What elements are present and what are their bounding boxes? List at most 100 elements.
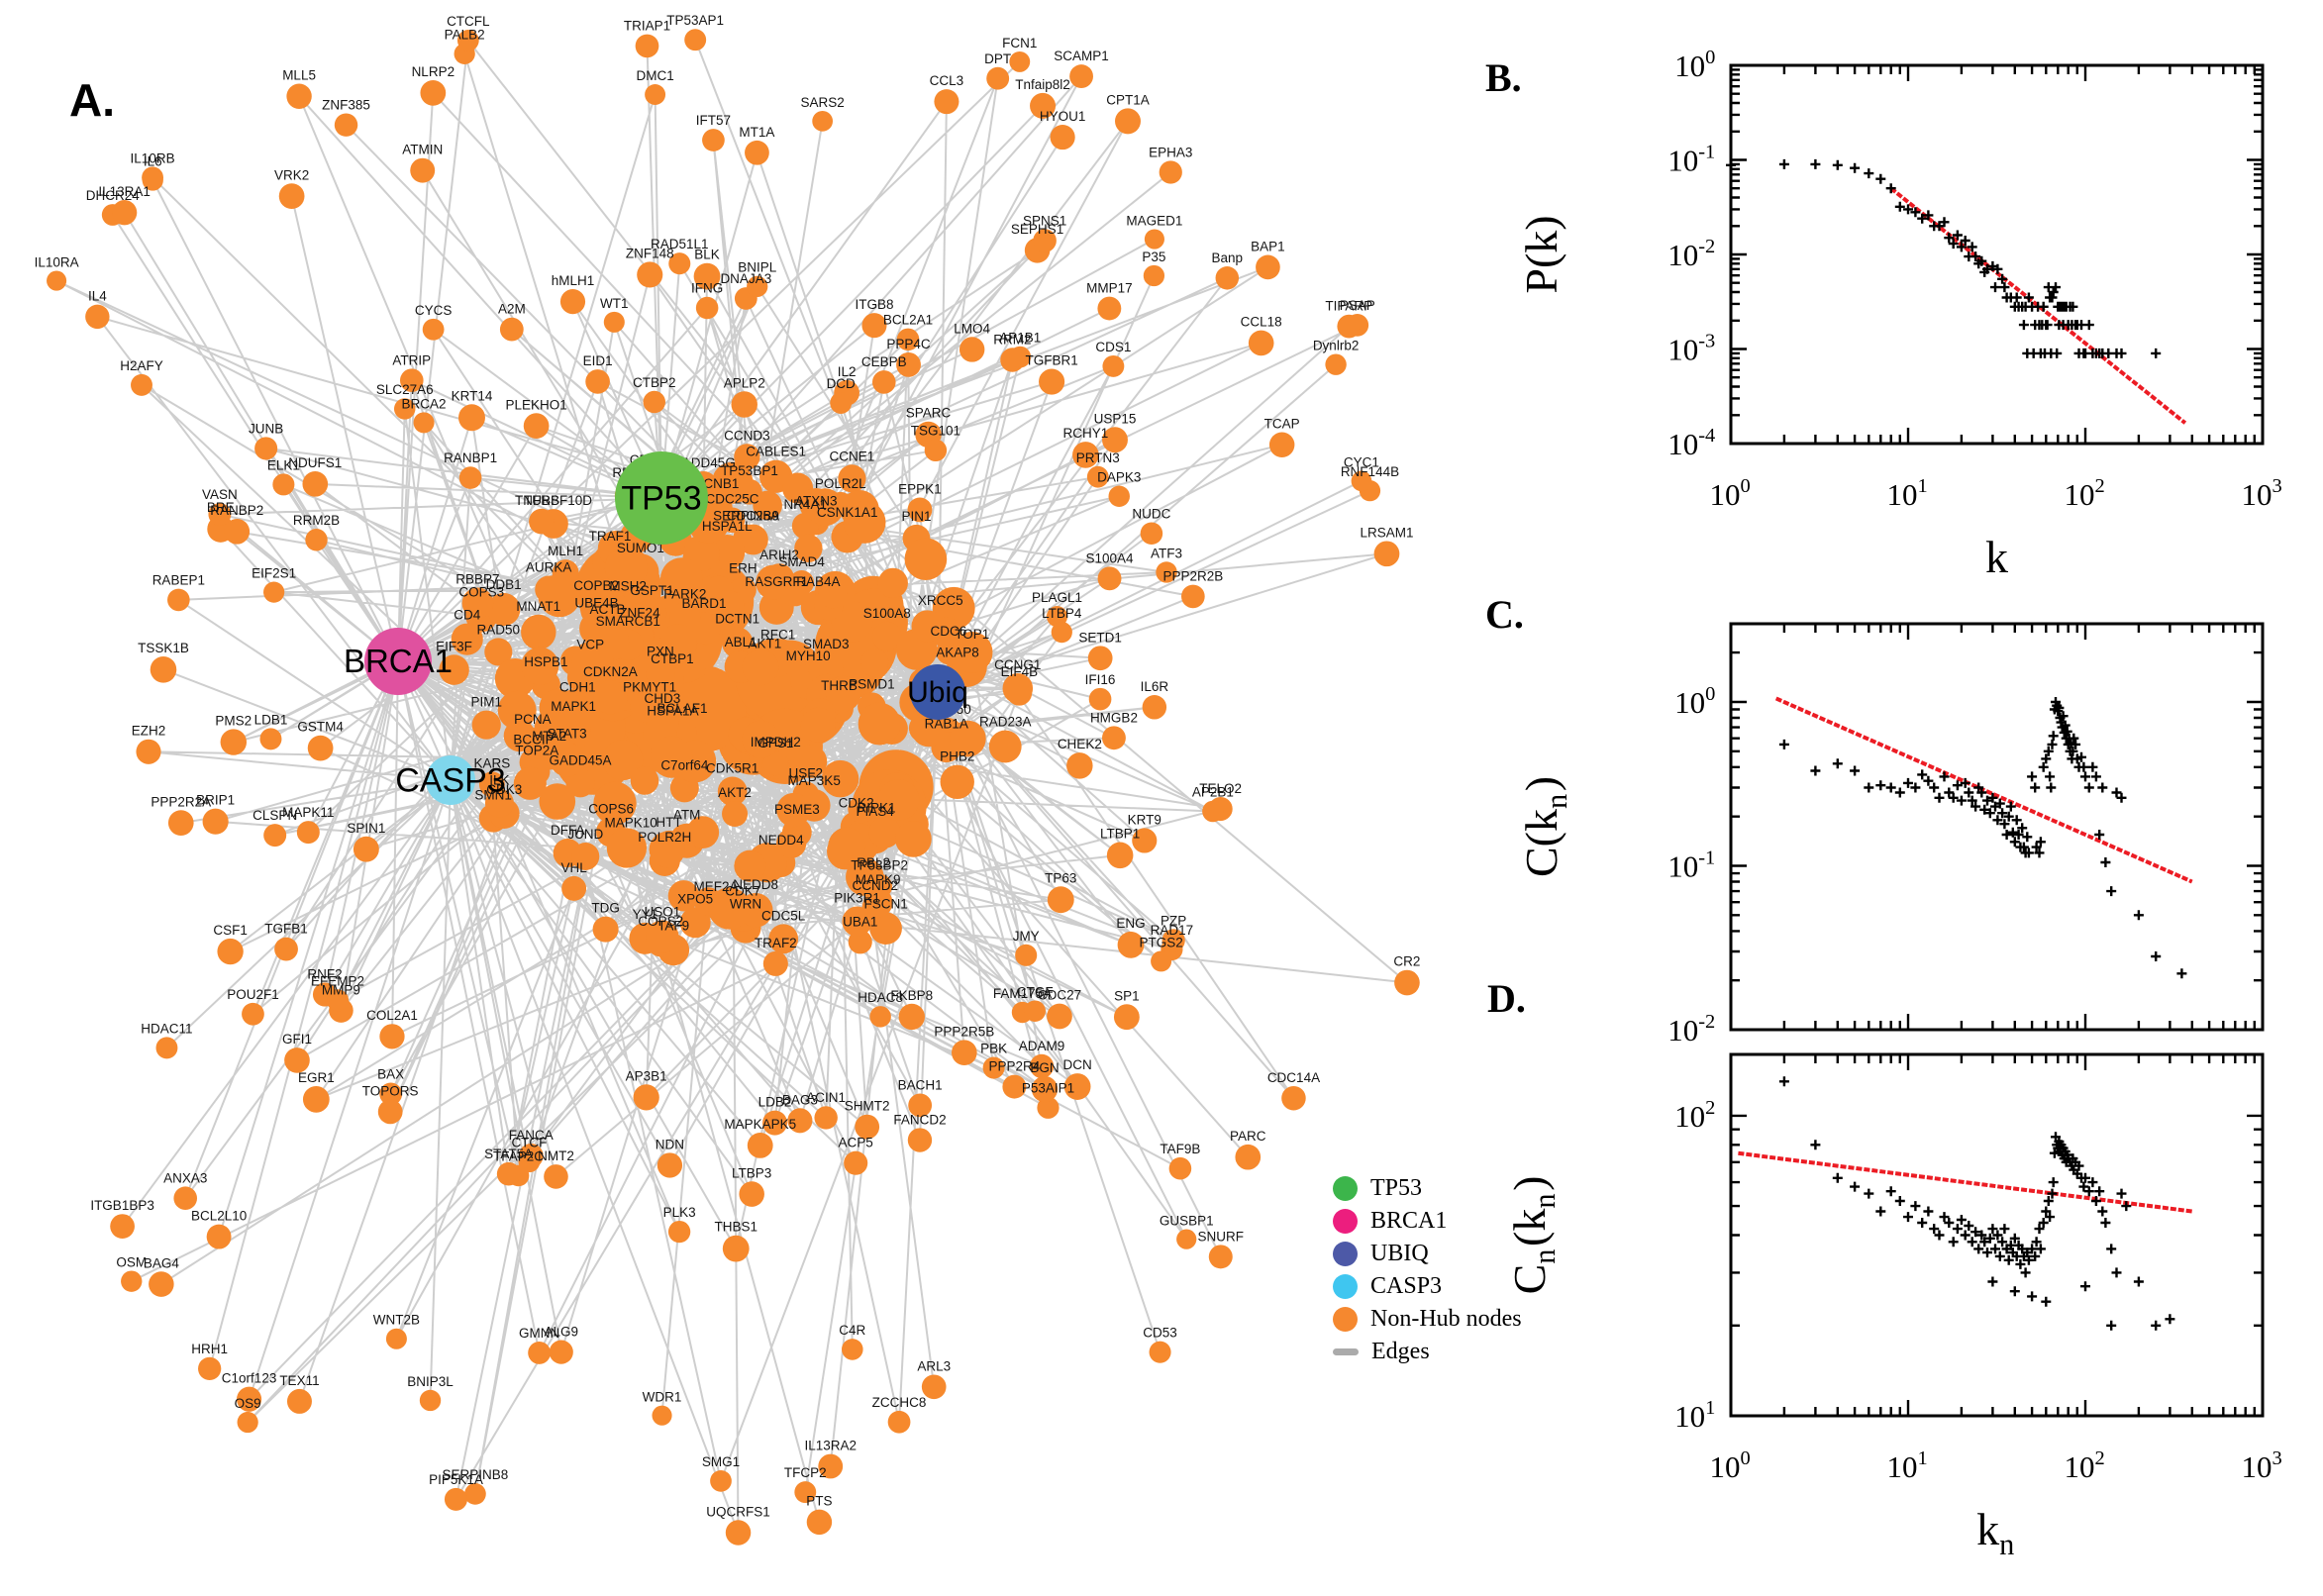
network-node — [871, 370, 896, 394]
network-node-label: UBA1 — [843, 914, 877, 929]
network-node-label: FANCA — [509, 1128, 554, 1143]
network-node-label: PSME3 — [774, 802, 820, 817]
network-node — [305, 529, 328, 551]
network-node-label: TFAP2C — [493, 1149, 544, 1164]
network-node-label: IL2 — [838, 364, 857, 379]
network-node-label: POU2F1 — [227, 987, 279, 1002]
network-node-label: PARK2 — [663, 586, 706, 601]
network-node — [787, 1108, 813, 1134]
network-node — [217, 938, 244, 965]
network-node — [419, 1389, 442, 1412]
network-node-label: CDH1 — [559, 679, 596, 694]
network-node — [593, 781, 637, 825]
network-node-label: WNT2B — [373, 1313, 420, 1328]
network-node-label: MAPK9 — [856, 872, 901, 887]
network-node-label: PIK3R1 — [834, 891, 880, 906]
network-node — [1029, 1053, 1055, 1079]
network-node-label: RRM2 — [993, 332, 1031, 347]
legend-item-tp53: TP53 — [1333, 1172, 1522, 1205]
network-node — [1159, 160, 1182, 184]
network-node — [439, 654, 469, 685]
x-tick-label: 101 — [1887, 475, 1930, 512]
network-node-label: CTBP2 — [633, 375, 676, 390]
network-node — [410, 157, 436, 183]
network-node — [848, 795, 876, 824]
network-node-label: RNF2 — [307, 966, 342, 981]
legend-node-swatch — [1333, 1209, 1358, 1234]
network-node-label: TIPARP — [1325, 299, 1372, 314]
network-node-label: CCND3 — [724, 428, 770, 443]
network-node-label: USP15 — [1094, 411, 1137, 426]
network-node-label: TOP2A — [515, 743, 558, 757]
network-node-label: CDS1 — [1095, 340, 1131, 354]
network-node-label: DCTN1 — [715, 611, 759, 626]
network-node-label: PSAP — [1340, 298, 1375, 313]
network-node-label: SPIN1 — [347, 821, 385, 836]
network-node — [1181, 584, 1205, 609]
network-node — [869, 912, 902, 946]
network-node — [684, 29, 707, 51]
network-node-label: MLH1 — [548, 544, 583, 558]
network-node-label: PLEKHO1 — [505, 397, 566, 412]
network-node — [861, 313, 887, 339]
network-node-label: PHB2 — [940, 749, 974, 764]
network-node-label: RAD17 — [1151, 923, 1194, 938]
network-node-label: ENG — [1116, 916, 1145, 931]
network-node — [286, 83, 312, 109]
network-node — [272, 473, 295, 496]
plot-frame — [1729, 63, 2265, 446]
network-node-label: SMAD4 — [778, 554, 825, 569]
network-node-label: LDB2 — [758, 1095, 792, 1110]
network-node-label: DCD — [827, 376, 856, 391]
network-node — [528, 1341, 552, 1364]
network-node — [818, 1453, 844, 1479]
network-node — [738, 524, 768, 555]
network-node — [1113, 1004, 1140, 1031]
network-node-label: PTGS2 — [1139, 935, 1182, 949]
network-node-label: BRE — [207, 500, 235, 515]
network-node-label: ACTB — [589, 602, 625, 617]
network-node — [710, 589, 745, 624]
network-node-label: NDUFS1 — [288, 455, 342, 470]
legend-label: Edges — [1371, 1339, 1430, 1364]
network-node — [722, 627, 754, 658]
network-node — [982, 1056, 1005, 1079]
network-node — [1132, 828, 1158, 853]
network-node-label: TP63 — [1045, 870, 1076, 885]
network-node — [921, 1374, 947, 1400]
legend-label: UBIQ — [1370, 1241, 1429, 1266]
network-node — [237, 1411, 258, 1434]
network-node-label: IFI16 — [1085, 672, 1116, 687]
network-node — [1086, 465, 1109, 488]
hub-node-ubiq — [910, 664, 965, 720]
network-node-label: GUSBP1 — [1160, 1214, 1214, 1229]
network-node — [887, 1410, 911, 1434]
network-node — [658, 624, 698, 662]
network-node — [1030, 92, 1057, 119]
network-node — [1156, 561, 1177, 583]
network-node-label: MT1A — [739, 125, 774, 140]
network-node — [646, 920, 679, 953]
network-node — [603, 311, 625, 333]
network-node-label: BAP1 — [1251, 240, 1285, 254]
scatter-points — [1778, 697, 2187, 979]
network-node-label: UBE4B — [574, 596, 618, 611]
network-node-label: WT1 — [600, 296, 629, 311]
network-node — [776, 792, 811, 828]
network-node — [1024, 1000, 1046, 1022]
network-node — [717, 776, 748, 807]
network-node-label: ZNF148 — [626, 246, 674, 260]
network-node — [951, 632, 993, 673]
network-node-label: ACIN1 — [806, 1090, 846, 1105]
network-node — [296, 821, 320, 845]
network-node-label: HRH1 — [191, 1342, 228, 1356]
network-node — [198, 1356, 222, 1381]
network-node-label: KRT9 — [1128, 812, 1162, 827]
network-node-label: RRM2B — [293, 513, 340, 528]
network-node — [1373, 541, 1400, 567]
network-node — [1063, 1073, 1091, 1100]
network-node-label: COPS3 — [458, 585, 504, 600]
network-node-label: PIAS4 — [857, 804, 895, 819]
network-node-label: C1orf123 — [222, 1371, 277, 1386]
network-node-label: PPP2R4 — [988, 1059, 1040, 1074]
